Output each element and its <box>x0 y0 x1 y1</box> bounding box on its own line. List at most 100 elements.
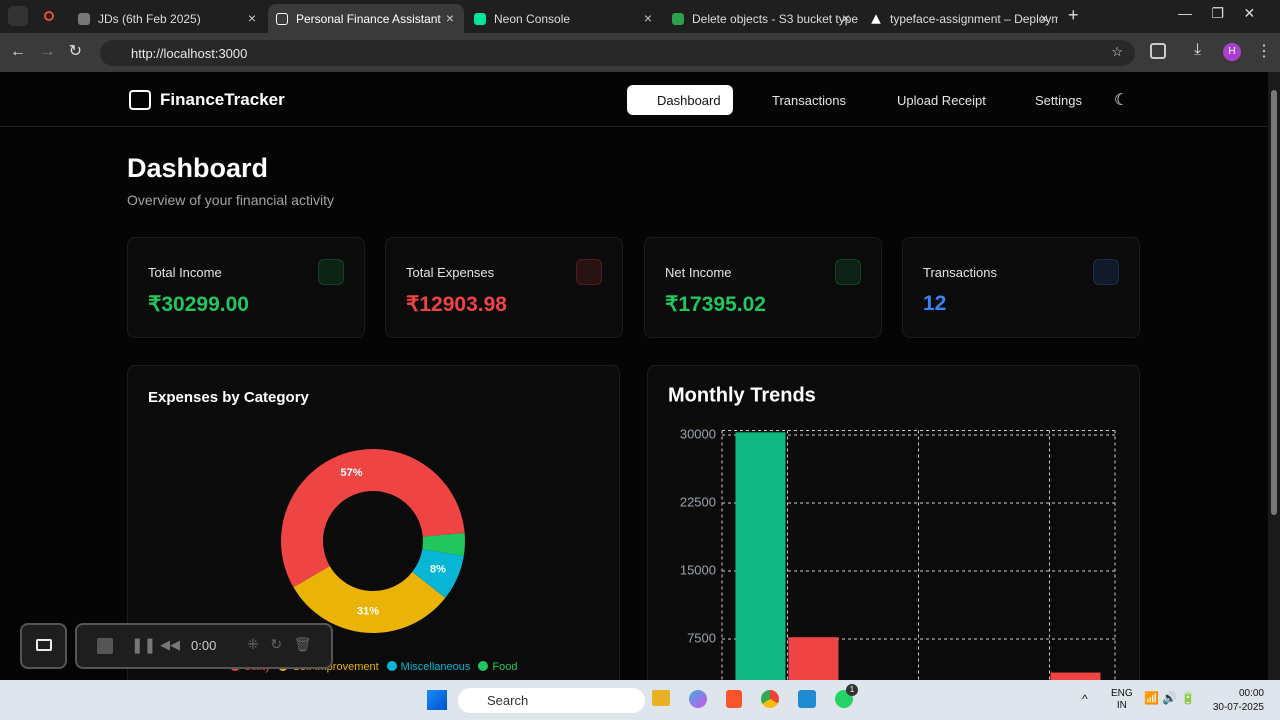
clock[interactable]: 00:00 30-07-2025 <box>1200 687 1264 715</box>
app-icon[interactable] <box>798 690 816 708</box>
page-subtitle: Overview of your financial activity <box>127 192 334 208</box>
window-controls[interactable]: — ❐ ✕ <box>1178 5 1256 21</box>
nav-label: Upload Receipt <box>897 93 986 108</box>
nav-item[interactable]: Settings <box>1005 85 1094 115</box>
time: 00:00 <box>1238 688 1264 699</box>
tab[interactable]: JDs (6th Feb 2025) × <box>70 4 266 33</box>
badge: 1 <box>846 684 858 696</box>
app-icon[interactable] <box>726 690 742 708</box>
downloads[interactable]: ⤓ <box>1194 41 1202 58</box>
legend-item: Food <box>478 661 517 673</box>
charts: Expenses by Category 57% 31% 8% Monthly Tren… <box>148 384 1116 680</box>
tab-title: JDs (6th Feb 2025) <box>98 12 201 26</box>
recorder-time: 0:00 <box>191 638 217 653</box>
nav-item[interactable]: Transactions <box>742 85 858 115</box>
stat-label: Net Income <box>665 265 732 280</box>
header-border <box>0 126 1268 127</box>
tab-strip: JDs (6th Feb 2025) × Personal Finance Ass… <box>0 0 1280 33</box>
brand[interactable]: FinanceTracker <box>160 90 285 109</box>
bar <box>735 432 786 680</box>
logo <box>129 90 151 110</box>
nav-label: Dashboard <box>657 93 721 108</box>
chart-title: Monthly Trends <box>668 384 816 406</box>
bookmark[interactable]: ☆ <box>1111 44 1123 59</box>
tab-menu[interactable] <box>8 6 28 26</box>
nav-item[interactable]: Dashboard <box>627 85 733 115</box>
pie-slice <box>293 566 446 633</box>
stat-value: ₹12903.98 <box>406 293 507 316</box>
stat-icon <box>576 259 602 285</box>
legend-swatch <box>386 661 397 671</box>
stat-card: Net Income ₹17395.02 <box>644 237 882 338</box>
stat-card: Transactions 12 <box>902 237 1140 338</box>
app-icon[interactable] <box>689 690 707 708</box>
tab[interactable]: Personal Finance Assistant × <box>268 4 464 33</box>
tab-title: typeface-assignment – Deploym <box>890 12 1058 26</box>
pie-slice <box>422 532 465 557</box>
start[interactable] <box>427 690 447 710</box>
slice-label: 57% <box>341 467 363 479</box>
language[interactable]: ENG IN <box>1111 688 1133 712</box>
taskbar: Search 1 ^ ENG IN 📶 🔊 🔋 00:00 30-07-2025 <box>0 680 1280 720</box>
pause[interactable]: ❚❚ <box>131 637 157 654</box>
stat-label: Total Expenses <box>406 265 495 280</box>
tab-title: Personal Finance Assistant <box>296 12 441 26</box>
tray-toggle[interactable]: ^ <box>1082 692 1088 706</box>
menu[interactable]: ⋮ <box>1256 43 1272 60</box>
slice-label: 8% <box>430 564 446 576</box>
y-tick-label: 30000 <box>680 426 716 441</box>
search[interactable]: Search <box>458 688 645 713</box>
nav-label: Settings <box>1035 93 1082 108</box>
stat-value: ₹17395.02 <box>665 293 766 316</box>
stat-value: 12 <box>923 292 947 315</box>
stat-card: Total Expenses ₹12903.98 <box>385 237 623 338</box>
stat-label: Transactions <box>923 265 997 280</box>
address-bar[interactable]: http://localhost:3000 ☆ <box>100 40 1135 66</box>
tab[interactable]: Neon Console × <box>466 4 662 33</box>
pie-slice <box>412 549 464 598</box>
scrollbar[interactable] <box>1268 72 1280 680</box>
tray-icons[interactable]: 📶 🔊 🔋 <box>1144 691 1196 705</box>
lang: ENG <box>1111 688 1133 699</box>
legend-label: Miscellaneous <box>400 661 471 673</box>
stat-icon <box>318 259 344 285</box>
search-label: Search <box>487 693 529 708</box>
region: IN <box>1116 700 1127 711</box>
recorder-controls: ❚❚ ◀◀ 0:00 ⁜ ↻ 🗑 <box>75 623 333 669</box>
nav-item[interactable]: Upload Receipt <box>867 85 998 115</box>
bar <box>788 637 839 680</box>
tab[interactable]: Delete objects - S3 bucket type × <box>664 4 860 33</box>
stat-card: Total Income ₹30299.00 <box>127 237 365 338</box>
slice-label: 31% <box>357 606 379 618</box>
y-tick-label: 22500 <box>680 494 716 509</box>
bar <box>1050 672 1101 680</box>
recorder-tools[interactable]: ⁜ ↻ 🗑 <box>247 636 312 652</box>
recording-tab[interactable] <box>44 11 54 21</box>
chart-title: Expenses by Category <box>148 389 310 406</box>
legend-swatch <box>478 661 489 671</box>
app-icon[interactable] <box>761 690 779 708</box>
profile[interactable]: H <box>1223 43 1241 61</box>
y-tick-label: 7500 <box>687 630 716 645</box>
url: http://localhost:3000 <box>131 46 248 61</box>
panel <box>647 365 1140 680</box>
tab-title: Delete objects - S3 bucket type <box>692 12 859 26</box>
date: 30-07-2025 <box>1212 702 1264 713</box>
y-tick-label: 15000 <box>680 562 716 577</box>
tab-title: Neon Console <box>494 12 571 26</box>
stop[interactable] <box>97 638 113 654</box>
stat-label: Total Income <box>148 265 222 280</box>
recorder-camera[interactable] <box>20 623 67 669</box>
theme-toggle[interactable]: ☾ <box>1114 92 1129 109</box>
app-icon[interactable] <box>652 690 670 706</box>
rewind[interactable]: ◀◀ <box>160 637 180 652</box>
new-tab[interactable]: + <box>1068 5 1079 25</box>
tab[interactable]: typeface-assignment – Deploym × <box>862 4 1058 33</box>
extensions[interactable] <box>1150 43 1166 59</box>
stat-icon <box>835 259 861 285</box>
page: FinanceTracker Dashboard Transactions Up… <box>0 72 1268 680</box>
nav-buttons[interactable]: ← → ↻ <box>10 43 83 60</box>
pie-slice <box>280 448 465 588</box>
stat-value: ₹30299.00 <box>148 293 249 316</box>
